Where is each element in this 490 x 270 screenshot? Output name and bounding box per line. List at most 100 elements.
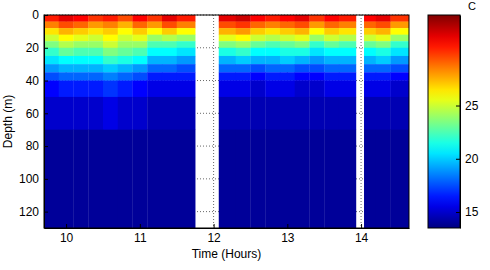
- axis-line: [44, 16, 45, 229]
- cell: [59, 15, 74, 22]
- cell: [88, 15, 103, 22]
- cell: [118, 41, 133, 48]
- cell: [219, 41, 236, 48]
- tick-label: 40: [26, 74, 40, 88]
- cell: [236, 64, 251, 72]
- cell: [73, 15, 88, 22]
- cell: [44, 81, 59, 98]
- cell: [103, 41, 118, 48]
- tick-mark: [140, 224, 141, 228]
- cell: [364, 56, 376, 64]
- tick-mark: [44, 48, 48, 49]
- cell: [73, 41, 88, 48]
- cell: [250, 72, 265, 80]
- cell: [59, 48, 74, 56]
- cell: [376, 64, 391, 72]
- cell: [73, 22, 88, 29]
- cell: [376, 15, 391, 22]
- cell: [59, 97, 74, 130]
- cell: [391, 56, 409, 64]
- cell: [339, 56, 356, 64]
- cell: [324, 28, 339, 35]
- tick-mark: [456, 212, 460, 213]
- cell: [118, 130, 133, 228]
- cell: [309, 41, 324, 48]
- cell: [219, 28, 236, 35]
- cell: [364, 15, 376, 22]
- tick-mark: [361, 224, 362, 228]
- cell: [236, 15, 251, 22]
- tick: 60: [26, 107, 48, 121]
- cell: [364, 72, 376, 80]
- cell: [309, 64, 324, 72]
- tick-label: 20: [26, 41, 40, 55]
- cell: [236, 48, 251, 56]
- cell: [391, 35, 409, 42]
- cell: [103, 81, 118, 98]
- cell: [376, 81, 391, 98]
- cell: [236, 72, 251, 80]
- cell: [147, 64, 162, 72]
- tick-mark: [44, 179, 48, 180]
- cell: [280, 41, 295, 48]
- cell: [44, 48, 59, 56]
- cell: [295, 81, 310, 98]
- cell: [132, 81, 147, 98]
- cell: [103, 35, 118, 42]
- cell: [309, 130, 324, 228]
- cell: [280, 48, 295, 56]
- cell: [73, 64, 88, 72]
- tick-label: 12: [207, 231, 221, 245]
- y-axis: 020406080100120: [19, 8, 48, 228]
- cell: [339, 41, 356, 48]
- cell: [73, 48, 88, 56]
- plot-frame: [44, 15, 409, 228]
- cell: [59, 35, 74, 42]
- x-axis-title: Time (Hours): [192, 247, 262, 261]
- cell: [147, 28, 162, 35]
- tick-mark: [44, 15, 48, 16]
- cell: [236, 130, 251, 228]
- cell: [364, 48, 376, 56]
- cell: [219, 97, 236, 130]
- tick: 25: [456, 99, 479, 113]
- cell: [177, 72, 196, 80]
- cell: [118, 15, 133, 22]
- tick: 0: [32, 8, 48, 22]
- tick-label: 11: [134, 231, 147, 245]
- cell: [118, 81, 133, 98]
- cell: [162, 64, 177, 72]
- cell: [44, 97, 59, 130]
- cell: [162, 81, 177, 98]
- cell: [391, 81, 409, 98]
- cell: [132, 15, 147, 22]
- cell: [88, 130, 103, 228]
- cell: [364, 22, 376, 29]
- cell: [118, 22, 133, 29]
- cell: [236, 22, 251, 29]
- cell: [88, 35, 103, 42]
- cell: [391, 64, 409, 72]
- cell: [103, 72, 118, 80]
- cell: [295, 56, 310, 64]
- cell: [44, 15, 59, 22]
- cell: [219, 64, 236, 72]
- cell: [280, 35, 295, 42]
- cell: [118, 28, 133, 35]
- cell: [324, 15, 339, 22]
- cell: [339, 97, 356, 130]
- cell: [132, 72, 147, 80]
- cell: [177, 41, 196, 48]
- grid-line: [213, 15, 214, 228]
- x-axis: 1011121314: [45, 224, 410, 245]
- cell: [177, 35, 196, 42]
- cell: [162, 41, 177, 48]
- cell: [73, 72, 88, 80]
- cell: [376, 28, 391, 35]
- cell: [59, 81, 74, 98]
- colorbar-axis: 152025: [456, 16, 479, 229]
- chart: 1011121314020406080100120Time (Hours)Dep…: [0, 0, 490, 270]
- cell: [147, 15, 162, 22]
- cell: [147, 56, 162, 64]
- cell: [376, 130, 391, 228]
